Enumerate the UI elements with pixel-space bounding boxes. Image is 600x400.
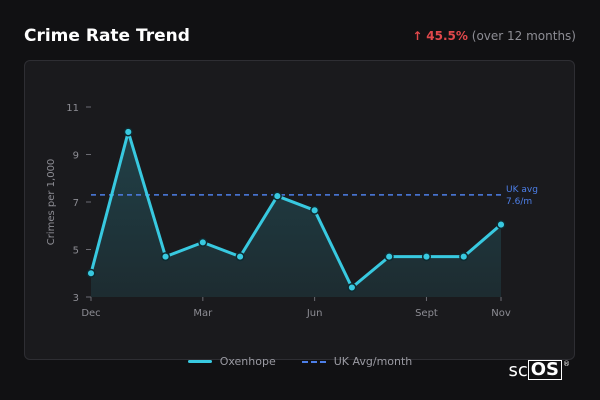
change-percent: 45.5% bbox=[426, 29, 468, 43]
data-point bbox=[421, 252, 432, 262]
data-point bbox=[347, 282, 357, 293]
data-point bbox=[310, 205, 320, 215]
data-point bbox=[198, 237, 208, 247]
x-tick-label: Sept bbox=[415, 308, 438, 319]
y-tick-label: 11 bbox=[66, 103, 79, 114]
y-tick-label: 3 bbox=[73, 293, 79, 304]
data-point bbox=[459, 252, 469, 262]
legend-item-series[interactable]: Oxenhope bbox=[187, 355, 276, 368]
data-point bbox=[384, 252, 394, 262]
reference-label: UK avg bbox=[506, 185, 538, 195]
change-indicator: ↑ 45.5% (over 12 months) bbox=[412, 29, 576, 43]
x-tick-label: Dec bbox=[81, 308, 100, 319]
legend-swatch-reference bbox=[301, 360, 326, 363]
data-point bbox=[235, 252, 245, 262]
x-tick-label: Nov bbox=[491, 308, 511, 319]
data-point bbox=[86, 268, 96, 278]
data-point bbox=[123, 127, 133, 137]
y-tick-label: 7 bbox=[73, 198, 79, 209]
data-point bbox=[160, 252, 171, 262]
y-tick-label: 9 bbox=[73, 151, 79, 162]
up-arrow-icon: ↑ bbox=[412, 29, 423, 43]
logo-prefix: sc bbox=[508, 360, 528, 381]
y-axis-label: Crimes per 1,000 bbox=[46, 159, 57, 246]
registered-mark-icon: ® bbox=[563, 360, 570, 368]
legend-label-reference: UK Avg/month bbox=[333, 355, 413, 368]
data-point bbox=[496, 220, 506, 230]
x-tick-label: Mar bbox=[193, 308, 213, 319]
series-line bbox=[89, 130, 503, 289]
legend-item-reference[interactable]: UK Avg/month bbox=[301, 355, 413, 368]
brand-logo: sc OS ® bbox=[508, 360, 570, 381]
reference-value-label: 7.6/m bbox=[506, 197, 532, 207]
y-tick-label: 5 bbox=[73, 246, 79, 257]
logo-boxed: OS bbox=[527, 360, 562, 380]
change-note: (over 12 months) bbox=[471, 29, 576, 43]
series-area-fill bbox=[91, 131, 501, 297]
chart-title: Crime Rate Trend bbox=[24, 26, 190, 46]
data-point bbox=[272, 191, 282, 201]
legend-swatch-series bbox=[187, 360, 212, 363]
legend-label-series: Oxenhope bbox=[219, 355, 276, 368]
x-tick-label: Jun bbox=[306, 308, 323, 319]
legend: Oxenhope UK Avg/month bbox=[0, 355, 600, 368]
